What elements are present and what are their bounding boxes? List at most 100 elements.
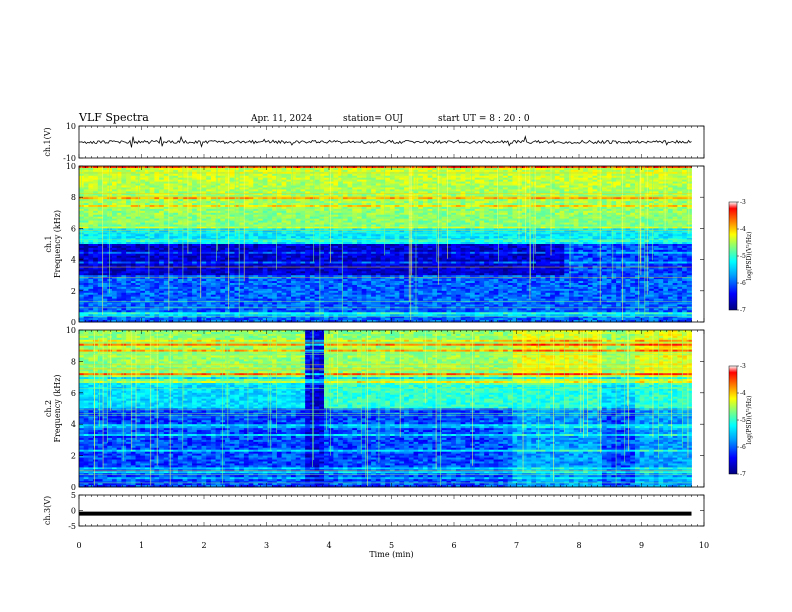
spectrogram-cell [111, 220, 118, 223]
spectrogram-cell [97, 308, 103, 311]
spectrogram-cell [144, 255, 151, 259]
spectrogram-cell [215, 181, 221, 184]
spectrogram-cell [102, 269, 108, 272]
spectrogram-cell [173, 275, 179, 278]
spectrogram-cell [248, 310, 254, 313]
spectrogram-cell [163, 191, 169, 194]
spectrogram-cell [220, 275, 226, 278]
spectrogram-cell [243, 177, 250, 181]
spectrogram-cell [111, 232, 118, 235]
spectrogram-cell [215, 189, 221, 192]
spectrogram-cell [206, 205, 212, 208]
spectrogram-cell [239, 187, 245, 190]
spectrogram-cell [159, 244, 165, 247]
spectrogram-cell [168, 187, 174, 190]
spectrogram-cell [258, 206, 264, 210]
spectrogram-cell [258, 257, 264, 260]
spectrogram-cell [163, 298, 169, 301]
spectrogram-cell [173, 251, 179, 255]
spectrogram-cell [149, 265, 155, 268]
spectrogram-cell [187, 185, 193, 188]
spectrogram-cell [187, 263, 193, 266]
spectrogram-cell [154, 183, 160, 186]
spectrogram-cell [121, 281, 127, 284]
spectrogram-cell [130, 253, 136, 257]
spectrogram-cell [210, 277, 217, 280]
spectrogram-cell [215, 279, 221, 282]
spectrogram-cell [173, 222, 179, 225]
spectrogram-cell [182, 228, 188, 231]
spectrogram-cell [206, 298, 212, 301]
spectrogram-cell [140, 218, 146, 221]
spectrogram-cell [168, 269, 174, 272]
spectrogram-cell [267, 167, 273, 171]
spectrogram-cell [140, 249, 146, 253]
spectrogram-cell [107, 263, 113, 266]
spectrogram-cell [154, 286, 160, 290]
spectrogram-cell [168, 222, 174, 225]
spectrogram-cell [144, 230, 151, 233]
spectrogram-cell [234, 183, 240, 186]
spectrogram-cell [140, 273, 146, 276]
spectrogram-cell [173, 185, 179, 188]
spectrogram-cell [126, 261, 132, 264]
spectrogram-cell [215, 193, 221, 196]
spectrogram-cell [135, 279, 141, 282]
spectrogram-cell [111, 294, 118, 298]
spectrogram-cell [210, 208, 217, 212]
spectrogram-cell [144, 292, 151, 296]
spectrogram-cell [111, 269, 118, 272]
spectrogram-cell [102, 203, 108, 206]
spectrogram-cell [229, 173, 235, 177]
spectrogram-cell [163, 316, 169, 319]
spectrogram-cell [267, 216, 273, 220]
spectrogram-cell [154, 242, 160, 245]
spectrogram-cell [182, 222, 188, 225]
spectrogram-cell [201, 218, 207, 221]
spectrogram-cell [88, 183, 94, 186]
spectrogram-cell [97, 177, 103, 181]
spectrogram-cell [116, 230, 122, 233]
spectrogram-cell [126, 199, 132, 202]
spectrogram-cell [154, 212, 160, 216]
spectrogram-cell [253, 197, 259, 200]
spectrogram-cell [121, 189, 127, 192]
spectrogram-cell [149, 232, 155, 235]
spectrogram-cell [173, 191, 179, 194]
spectrogram-cell [248, 222, 254, 225]
spectrogram-cell [163, 177, 169, 181]
spectrogram-cell [111, 201, 118, 204]
spectrogram-cell [182, 206, 188, 210]
spectrogram-cell [229, 166, 235, 169]
spectrogram-cell [201, 193, 207, 196]
spectrogram-cell [206, 169, 212, 173]
spectrogram-cell [149, 261, 155, 264]
spectrogram-cell [163, 281, 169, 284]
spectrogram-cell [163, 244, 169, 247]
spectrogram-cell [126, 286, 132, 290]
spectrogram-cell [168, 185, 174, 188]
spectrogram-cell [97, 224, 103, 227]
spectrogram-cell [262, 220, 268, 223]
spectrogram-cell [144, 228, 151, 231]
spectrogram-cell [93, 169, 99, 173]
spectrogram-cell [187, 216, 193, 220]
spectrogram-cell [107, 308, 113, 311]
spectrogram-cell [262, 197, 268, 200]
spectrogram-cell [88, 279, 94, 282]
spectrogram-cell [88, 259, 94, 262]
spectrogram-cell [258, 292, 264, 296]
spectrogram-cell [239, 308, 245, 311]
spectrogram-cell [196, 277, 202, 280]
spectrogram-cell [140, 267, 146, 270]
spectrogram-cell [159, 185, 165, 188]
spectrogram-cell [111, 312, 118, 315]
spectrogram-cell [130, 255, 136, 259]
spectrogram-cell [111, 187, 118, 190]
spectrogram-cell [234, 261, 240, 264]
spectrogram-cell [154, 173, 160, 177]
spectrogram-cell [130, 234, 136, 237]
spectrogram-cell [116, 208, 122, 212]
spectrogram-cell [258, 220, 264, 223]
spectrogram-cell [97, 193, 103, 196]
